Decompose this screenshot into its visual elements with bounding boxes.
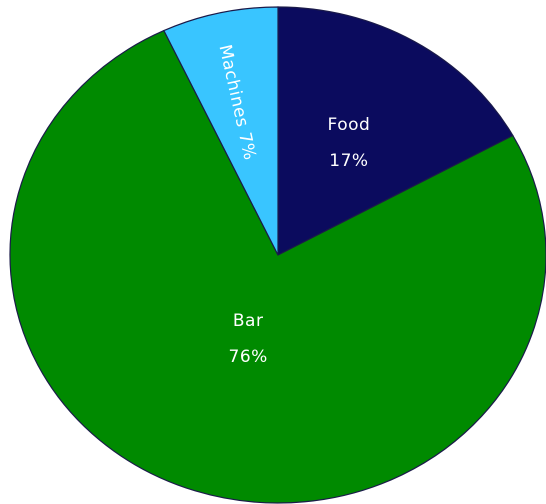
pie-slice-food bbox=[277, 6, 514, 256]
pie-label-food-name: Food bbox=[328, 115, 371, 135]
pie-label-food-percent: 17% bbox=[329, 151, 368, 171]
pie-label-bar-name: Bar bbox=[233, 311, 264, 331]
pie-slices bbox=[9, 6, 546, 504]
pie-slice-bar bbox=[9, 29, 546, 504]
pie-slice-machines bbox=[163, 6, 279, 256]
pie-label-bar-percent: 76% bbox=[229, 347, 268, 367]
